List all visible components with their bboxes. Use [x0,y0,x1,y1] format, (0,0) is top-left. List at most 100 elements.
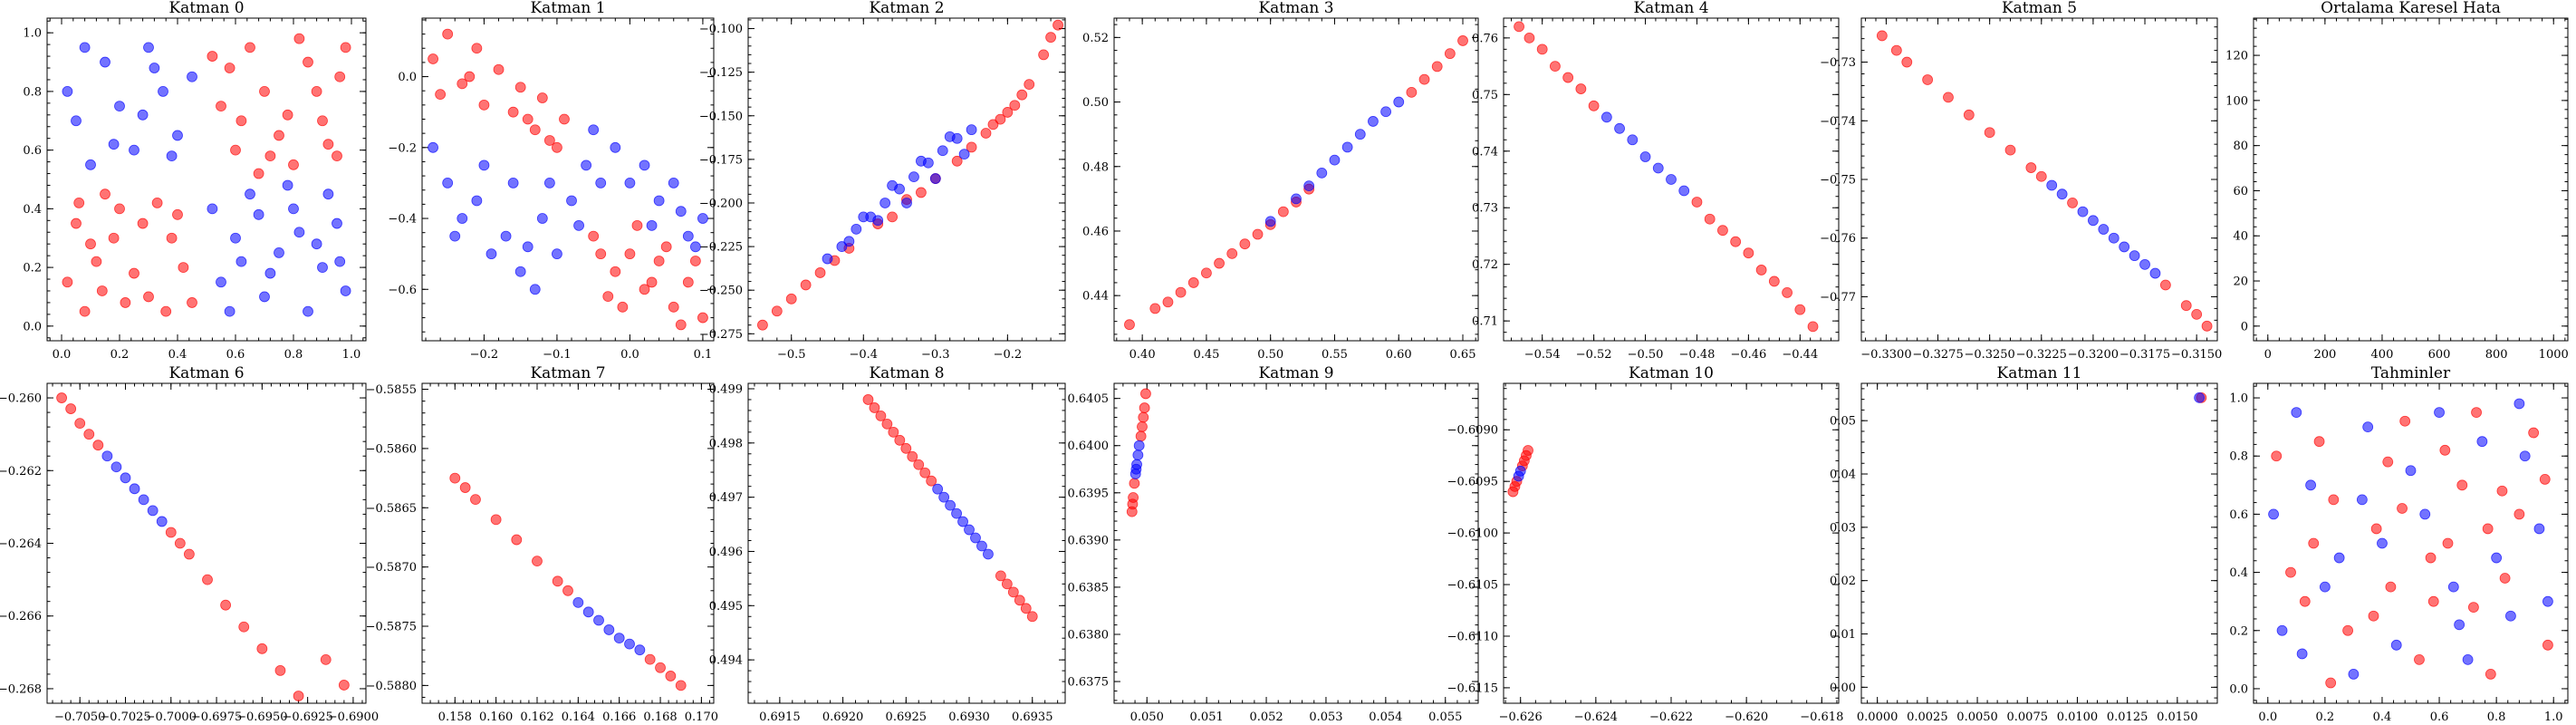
y-tick-label-6: 40 [2233,230,2248,244]
data-point [187,71,197,82]
data-point [653,256,665,266]
x-tick-label-1: 0.0 [620,348,639,362]
data-point [303,56,313,68]
x-tick-label-1: −0.2 [470,348,499,362]
data-point [514,266,526,277]
data-point [514,82,526,93]
data-point [2382,456,2394,468]
x-tick-label-2: −0.2 [994,348,1023,362]
x-tick-label-8: 0.160 [479,710,513,724]
data-point [901,198,912,208]
data-point [2139,258,2150,270]
data-point [311,86,322,97]
data-point [665,671,677,682]
data-point [138,494,149,506]
data-point [602,291,614,302]
data-point [2305,479,2316,491]
data-point [887,211,898,223]
x-tick-label-0: 0.2 [111,348,130,362]
data-point [552,141,562,153]
y-tick-label-5: −0.76 [1820,232,1856,246]
data-point [137,109,149,121]
data-point [2419,508,2431,520]
x-tick-label-2: −0.3 [921,348,950,362]
y-tick-label-10: 0.6395 [1068,487,1110,500]
data-point [624,638,635,650]
data-point [114,203,125,215]
x-tick-label-11: −0.626 [1499,710,1543,724]
data-point [653,195,665,207]
data-point [1600,111,1612,123]
data-point [1678,185,1690,197]
data-point [2476,436,2488,448]
data-point [1187,277,1199,288]
data-point [83,429,95,440]
data-point [1743,247,1754,259]
data-point [1588,100,1600,111]
data-point [970,532,981,544]
y-tick-label-8: −0.5870 [366,561,417,575]
data-point [202,574,213,585]
data-point [259,291,270,303]
data-point [178,262,189,273]
data-point [1354,129,1366,140]
x-tick-label-8: 0.166 [602,710,636,724]
data-point [2201,320,2213,332]
data-point [65,403,77,414]
y-tick-label-5: −0.75 [1820,174,1856,188]
data-point [256,643,268,654]
x-tick-label-0: 0.4 [168,348,187,362]
data-point [887,179,898,191]
data-point [1175,286,1187,298]
data-point [1138,411,1149,423]
y-tick-label-2: −0.125 [699,66,743,80]
data-point [2129,250,2140,262]
plot-frame-2 [747,17,1066,342]
x-tick-label-7: −0.7050 [54,710,105,724]
data-point [311,238,322,250]
data-point [1514,465,1526,477]
data-point [916,187,927,198]
data-point [2454,619,2465,631]
y-tick-label-3: 0.44 [1082,290,1109,304]
y-tick-label-1: −0.2 [388,141,417,155]
y-tick-label-5: −0.73 [1820,56,1856,70]
x-tick-label-0: 0.0 [53,348,72,362]
data-point [613,633,625,643]
data-point [459,482,471,493]
y-tick-label-10: 0.6405 [1068,392,1110,406]
x-tick-label-12: 0.0050 [1956,710,1998,724]
data-point [785,293,797,304]
data-point [1768,276,1780,287]
x-tick-label-4: −0.52 [1576,348,1612,362]
data-point [1002,107,1014,118]
data-point [2499,573,2511,584]
data-point [872,215,884,227]
data-point [1291,193,1302,205]
data-point [1130,463,1142,475]
data-point [2004,144,2016,156]
y-tick-label-9: 0.495 [709,600,743,614]
y-tick-label-4: 0.72 [1472,258,1498,272]
x-tick-label-4: −0.48 [1679,348,1716,362]
data-point [822,253,833,265]
x-tick-label-6: 1000 [2539,348,2569,362]
x-tick-label-10: 0.050 [1130,710,1164,724]
data-point [2291,407,2302,418]
data-point [174,537,186,549]
data-point [1550,61,1561,72]
data-point [1303,180,1315,192]
y-tick-label-8: −0.5880 [366,680,417,693]
data-point [253,208,264,220]
data-point [1149,303,1161,314]
data-point [1523,32,1535,44]
x-tick-label-10: 0.051 [1190,710,1224,724]
y-tick-label-3: 0.52 [1082,32,1109,45]
data-point [1444,48,1456,60]
y-tick-label-11: −0.6115 [1447,682,1498,695]
y-tick-label-12: 0.03 [1830,521,1856,535]
data-point [1562,72,1574,83]
data-point [881,418,893,430]
data-point [2439,444,2451,456]
